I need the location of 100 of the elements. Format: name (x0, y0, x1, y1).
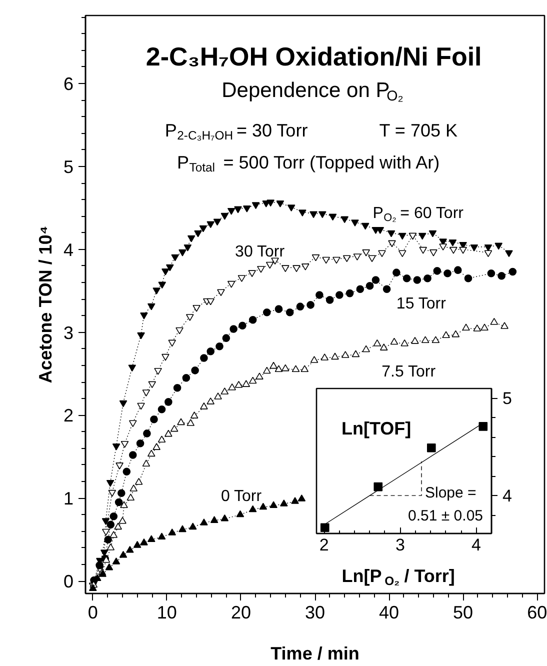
point (192, 304, 200, 312)
point (158, 282, 166, 289)
point (402, 274, 411, 282)
point (398, 232, 406, 240)
point (332, 256, 340, 264)
x-tick-label: 50 (453, 602, 474, 622)
point (137, 402, 145, 410)
point (96, 561, 104, 570)
point (147, 303, 156, 310)
point (328, 214, 337, 221)
point (392, 268, 400, 276)
point (120, 440, 129, 448)
point (487, 270, 496, 278)
point (342, 255, 351, 262)
point (110, 531, 118, 538)
x-tick-label: 30 (304, 602, 326, 622)
point (306, 301, 314, 309)
point (432, 336, 440, 343)
series-label: 30 Torr (235, 243, 286, 260)
point (187, 235, 196, 242)
point (459, 246, 467, 254)
y-tick-label: 3 (63, 322, 74, 343)
point (140, 538, 148, 546)
point (270, 501, 278, 508)
point (248, 505, 257, 512)
point (162, 354, 170, 361)
point (336, 291, 344, 299)
annotation: T = 705 K (379, 120, 458, 140)
point (128, 420, 137, 428)
point (280, 500, 288, 506)
point (400, 339, 408, 346)
point (318, 211, 326, 218)
x-tick-label: 0 (88, 602, 98, 622)
point (292, 365, 300, 372)
x-tick-label: 4 (472, 536, 482, 554)
point (270, 362, 278, 369)
point (200, 354, 208, 362)
point (450, 246, 458, 254)
annotation: Slope = 0.51 ± 0.05 (408, 484, 484, 524)
point (128, 451, 137, 459)
point (281, 265, 290, 272)
point (168, 528, 176, 536)
point (361, 222, 370, 230)
point (220, 388, 229, 394)
point (206, 298, 215, 306)
point (199, 225, 208, 232)
point (170, 424, 178, 432)
point (136, 440, 144, 448)
point (484, 244, 492, 252)
point (248, 270, 256, 278)
point (374, 482, 383, 492)
point (252, 202, 260, 210)
point (372, 276, 380, 284)
point (316, 291, 324, 299)
point (248, 376, 257, 384)
point (126, 546, 134, 553)
point (166, 264, 174, 272)
point (331, 352, 339, 360)
point (188, 522, 197, 530)
point (119, 550, 128, 558)
point (214, 392, 222, 400)
point (118, 516, 126, 524)
y-tick-label: 6 (63, 74, 74, 94)
point (158, 436, 166, 443)
point (173, 384, 182, 392)
x-tick-label: 3 (395, 536, 405, 554)
point (418, 232, 426, 240)
x-tick-label: 10 (156, 602, 177, 622)
point (310, 356, 318, 363)
point (398, 250, 406, 258)
point (147, 535, 156, 542)
point (112, 443, 120, 450)
point (276, 200, 284, 208)
point (200, 402, 208, 410)
point (320, 523, 330, 532)
text: 2-C₃H₇OH Oxidation/Ni Foil (146, 42, 482, 72)
point (428, 230, 437, 238)
point (341, 351, 350, 358)
point (340, 216, 349, 224)
point (110, 512, 118, 520)
point (158, 532, 166, 540)
point (480, 324, 488, 331)
y-tick-label: 5 (63, 156, 74, 177)
point (505, 250, 513, 258)
point (227, 280, 236, 288)
y-axis-title: Ln[TOF] (342, 418, 412, 438)
point (182, 374, 190, 382)
point (274, 305, 283, 313)
point (234, 380, 243, 388)
point (186, 314, 194, 321)
point (222, 334, 230, 342)
point (490, 318, 498, 325)
point (296, 302, 304, 310)
point (326, 296, 334, 304)
point (140, 312, 148, 320)
point (126, 494, 135, 501)
point (442, 331, 450, 338)
point (362, 345, 370, 352)
y-tick-label: 0 (63, 572, 74, 592)
point (228, 383, 236, 390)
